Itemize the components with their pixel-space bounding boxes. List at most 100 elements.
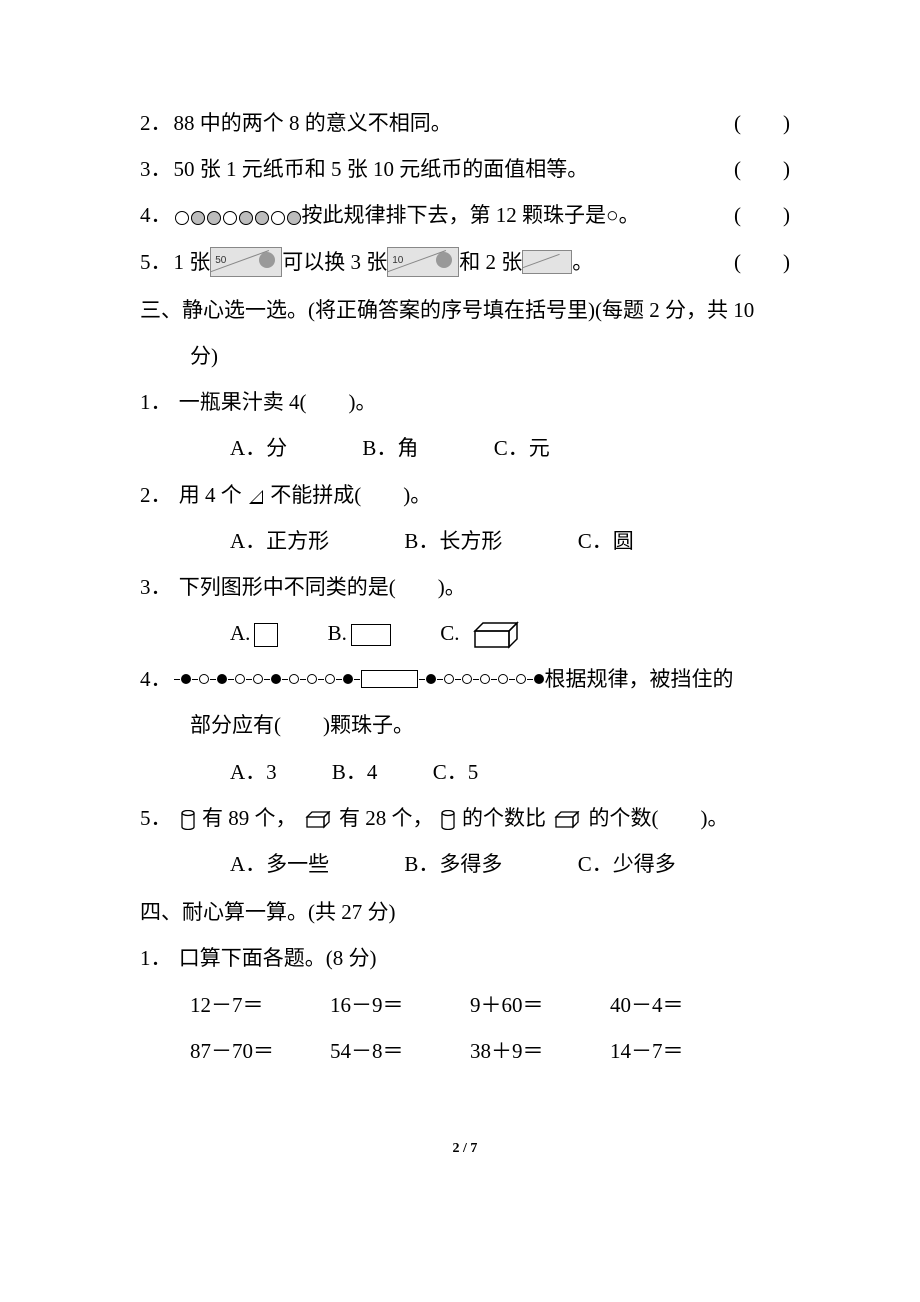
- qnum: 5．: [140, 806, 172, 830]
- bead-icon: [207, 211, 221, 225]
- qnum: 3．: [140, 575, 172, 599]
- triangle-icon: [249, 490, 263, 504]
- qtext: 一瓶果汁卖 4( )。: [179, 390, 377, 414]
- judgment-q4: 4． 按此规律排下去，第 12 颗珠子是○。 ( ): [140, 192, 790, 238]
- s4-sub1: 1． 口算下面各题。(8 分): [140, 935, 790, 981]
- option-c[interactable]: C.: [440, 610, 523, 656]
- s3-q3: 3． 下列图形中不同类的是( )。: [140, 564, 790, 610]
- option-b[interactable]: B．角: [362, 425, 418, 471]
- calc-cell[interactable]: 12－7＝: [190, 982, 330, 1028]
- qtext: 88 中的两个 8 的意义不相同。: [174, 100, 452, 146]
- option-c[interactable]: C．5: [433, 749, 479, 795]
- answer-paren[interactable]: ( ): [734, 239, 790, 285]
- banknote-50-icon: 50: [210, 247, 282, 277]
- dot-icon: [325, 674, 335, 684]
- dot-icon: [289, 674, 299, 684]
- qnum: 4．: [140, 192, 172, 238]
- s3-q4: 4． 根据规律，被挡住的: [140, 656, 790, 702]
- judgment-q2: 2． 88 中的两个 8 的意义不相同。 ( ): [140, 100, 790, 146]
- option-b[interactable]: B.: [328, 610, 395, 656]
- qnum: 3．: [140, 146, 172, 192]
- option-c[interactable]: C．少得多: [578, 841, 676, 887]
- text-part: 用 4 个: [179, 483, 242, 507]
- qtext: 下列图形中不同类的是( )。: [179, 575, 466, 599]
- calc-cell[interactable]: 16－9＝: [330, 982, 470, 1028]
- judgment-q5: 5． 1 张 50 可以换 3 张 10 和 2 张 。 ( ): [140, 239, 790, 285]
- s3-q3-options: A. B. C.: [140, 610, 790, 656]
- qnum: 1．: [140, 390, 172, 414]
- qnum: 1．: [140, 946, 172, 970]
- calc-cell[interactable]: 14－7＝: [610, 1028, 750, 1074]
- calc-row-1: 12－7＝ 16－9＝ 9＋60＝ 40－4＝: [140, 982, 790, 1028]
- dot-icon: [253, 674, 263, 684]
- s3-q4-line2: 部分应有( )颗珠子。: [140, 702, 790, 748]
- bead-icon: [175, 211, 189, 225]
- answer-paren[interactable]: ( ): [734, 100, 790, 146]
- cuboid-small-icon: [304, 811, 332, 829]
- square-icon: [254, 623, 278, 647]
- option-c[interactable]: C．圆: [578, 518, 634, 564]
- dot-icon: [426, 674, 436, 684]
- dot-icon: [498, 674, 508, 684]
- option-b[interactable]: B．4: [332, 749, 378, 795]
- option-a[interactable]: A．正方形: [230, 518, 329, 564]
- text-part: 根据规律，被挡住的: [545, 656, 734, 702]
- dot-icon: [462, 674, 472, 684]
- dot-icon: [235, 674, 245, 684]
- s3-q4-options: A．3 B．4 C．5: [140, 749, 790, 795]
- s3-q1-options: A．分 B．角 C．元: [140, 425, 790, 471]
- dot-icon: [516, 674, 526, 684]
- s3-q2-options: A．正方形 B．长方形 C．圆: [140, 518, 790, 564]
- title-line1: 三、静心选一选。(将正确答案的序号填在括号里)(每题 2 分，共 10: [140, 298, 754, 322]
- calc-cell[interactable]: 54－8＝: [330, 1028, 470, 1074]
- option-a[interactable]: A．3: [230, 749, 277, 795]
- banknote-coin-icon: [522, 250, 572, 274]
- qnum: 5．: [140, 239, 172, 285]
- option-a[interactable]: A．多一些: [230, 841, 329, 887]
- dot-icon: [307, 674, 317, 684]
- dot-icon: [199, 674, 209, 684]
- calc-row-2: 87－70＝ 54－8＝ 38＋9＝ 14－7＝: [140, 1028, 790, 1074]
- text-part: 1 张: [174, 239, 211, 285]
- opt-label: A.: [230, 610, 250, 656]
- cuboid-icon: [469, 621, 519, 649]
- dot-icon: [271, 674, 281, 684]
- bead-icon: [239, 211, 253, 225]
- text-part: 的个数( )。: [589, 806, 729, 830]
- text-part: 。: [572, 239, 593, 285]
- option-b[interactable]: B．多得多: [404, 841, 502, 887]
- judgment-q3: 3． 50 张 1 元纸币和 5 张 10 元纸币的面值相等。 ( ): [140, 146, 790, 192]
- title-line2: 分): [190, 344, 218, 368]
- bead-icon: [271, 211, 285, 225]
- calc-cell[interactable]: 38＋9＝: [470, 1028, 610, 1074]
- text-part: 不能拼成( )。: [270, 483, 431, 507]
- cuboid-small-icon: [553, 811, 581, 829]
- answer-paren[interactable]: ( ): [734, 146, 790, 192]
- dot-icon: [217, 674, 227, 684]
- bead-icon: [191, 211, 205, 225]
- calc-cell[interactable]: 9＋60＝: [470, 982, 610, 1028]
- option-a[interactable]: A.: [230, 610, 282, 656]
- page-footer: 2 / 7: [140, 1134, 790, 1165]
- calc-cell[interactable]: 87－70＝: [190, 1028, 330, 1074]
- qnum: 2．: [140, 483, 172, 507]
- text-part: 有 28 个，: [339, 806, 434, 830]
- option-a[interactable]: A．分: [230, 425, 287, 471]
- calc-cell[interactable]: 40－4＝: [610, 982, 750, 1028]
- option-c[interactable]: C．元: [494, 425, 550, 471]
- dot-icon: [181, 674, 191, 684]
- s3-q2: 2． 用 4 个 不能拼成( )。: [140, 472, 790, 518]
- bead-icon: [287, 211, 301, 225]
- answer-paren[interactable]: ( ): [734, 192, 790, 238]
- bead-line-pattern: [174, 670, 545, 688]
- text-part: 的个数比: [462, 806, 546, 830]
- section3-title: 三、静心选一选。(将正确答案的序号填在括号里)(每题 2 分，共 10: [140, 287, 790, 333]
- qtext: 口算下面各题。(8 分): [179, 946, 377, 970]
- dot-icon: [444, 674, 454, 684]
- qtext: 50 张 1 元纸币和 5 张 10 元纸币的面值相等。: [174, 146, 589, 192]
- qnum: 4．: [140, 656, 172, 702]
- option-b[interactable]: B．长方形: [404, 518, 502, 564]
- title: 四、耐心算一算。(共 27 分): [140, 900, 396, 924]
- opt-label: B.: [328, 610, 347, 656]
- bead-icon: [223, 211, 237, 225]
